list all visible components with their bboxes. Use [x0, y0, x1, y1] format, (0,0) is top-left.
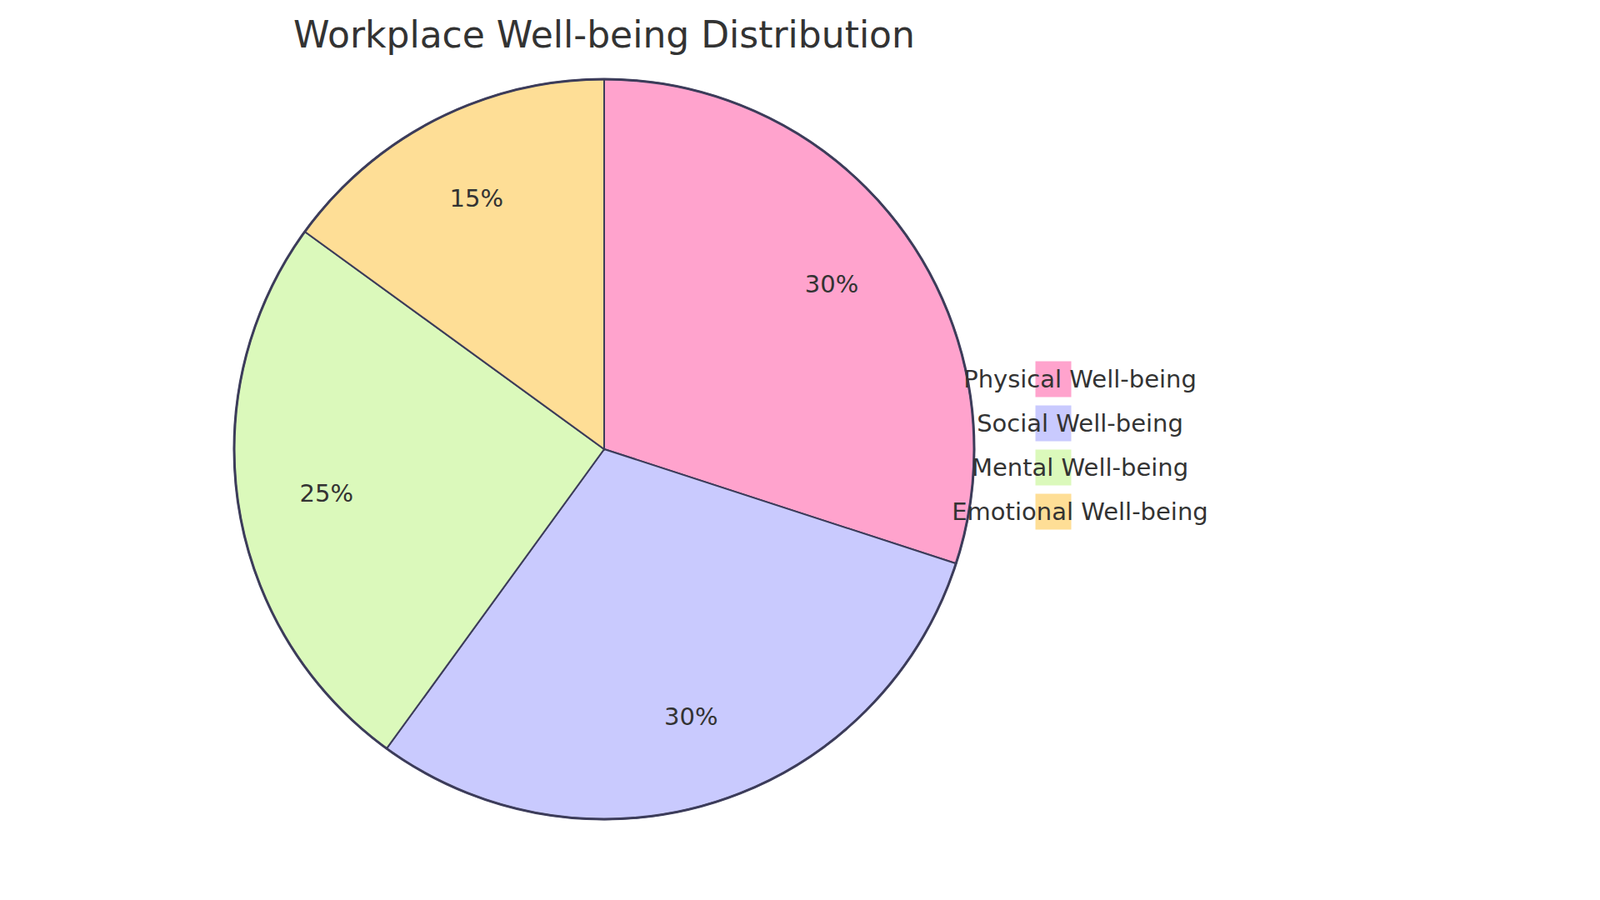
- svg-text:25%: 25%: [299, 479, 353, 508]
- svg-text:Physical Well-being: Physical Well-being: [963, 365, 1197, 394]
- svg-text:15%: 15%: [450, 184, 504, 213]
- svg-text:Workplace Well-being Distribut: Workplace Well-being Distribution: [293, 13, 915, 56]
- svg-text:Social Well-being: Social Well-being: [976, 409, 1184, 438]
- svg-text:Mental Well-being: Mental Well-being: [971, 453, 1189, 482]
- svg-text:Emotional Well-being: Emotional Well-being: [951, 497, 1208, 526]
- svg-text:30%: 30%: [664, 702, 718, 731]
- svg-text:30%: 30%: [805, 270, 859, 299]
